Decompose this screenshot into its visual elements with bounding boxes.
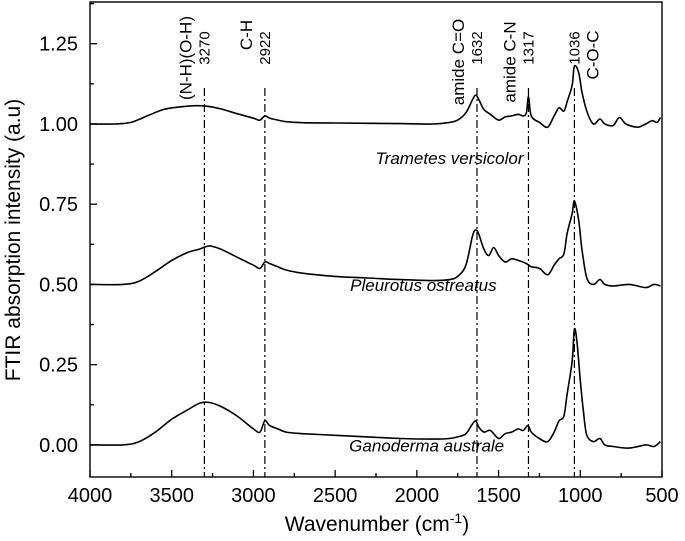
x-tick-label-3000: 3000 — [231, 485, 276, 507]
peak-markers — [203, 88, 576, 477]
y-tick-label-1: 0.25 — [39, 355, 78, 377]
spectrum-ganoderma-australe — [89, 327, 661, 449]
series-label-trametes-versicolor: Trametes versicolor — [376, 149, 525, 168]
series-label-pleurotus-ostreatus: Pleurotus ostreatus — [350, 276, 497, 295]
peak-number-1036: 1036 — [566, 31, 583, 64]
x-tick-label-1500: 1500 — [476, 485, 521, 507]
y-tick-label-4: 1.00 — [39, 114, 78, 136]
spectrum-trametes-versicolor — [89, 64, 662, 129]
peak-label-1632: amide C=O — [449, 19, 468, 105]
x-tick-label-1000: 1000 — [558, 485, 603, 507]
peak-label-1036: C-O-C — [583, 30, 602, 79]
spectrum-pleurotus-ostreatus — [89, 200, 661, 289]
y-tick-label-3: 0.75 — [39, 194, 78, 216]
y-axis: 0.00 0.25 0.50 0.75 1.00 1.25 — [39, 2, 97, 457]
peak-number-1317: 1317 — [520, 31, 537, 64]
y-tick-label-2: 0.50 — [39, 274, 78, 296]
peak-label-1317: amide C-N — [500, 21, 519, 102]
x-tick-label-2000: 2000 — [395, 485, 440, 507]
x-tick-label-4000: 4000 — [68, 485, 113, 507]
peak-label-2922: C-H — [237, 20, 256, 50]
peak-label-3270: (N-H)(O-H) — [176, 16, 195, 100]
y-axis-title: FTIR absorption intensity (a.u) — [2, 99, 25, 381]
x-axis: 4000 3500 3000 2500 2000 1500 1000 500 — [68, 470, 679, 507]
x-tick-label-2500: 2500 — [313, 485, 358, 507]
series-labels: Trametes versicolor Pleurotus ostreatus Ga… — [349, 149, 525, 455]
peak-number-1632: 1632 — [469, 31, 486, 64]
peak-number-2922: 2922 — [257, 31, 274, 64]
x-tick-label-3500: 3500 — [149, 485, 194, 507]
peak-number-3270: 3270 — [196, 31, 213, 64]
x-axis-title: Wavenumber (cm-1) — [285, 510, 469, 536]
spectra — [89, 64, 662, 449]
x-tick-label-500: 500 — [645, 485, 678, 507]
y-tick-label-0: 0.00 — [39, 435, 78, 457]
series-label-ganoderma-australe: Ganoderma australe — [349, 436, 504, 455]
y-tick-label-5: 1.25 — [39, 34, 78, 56]
